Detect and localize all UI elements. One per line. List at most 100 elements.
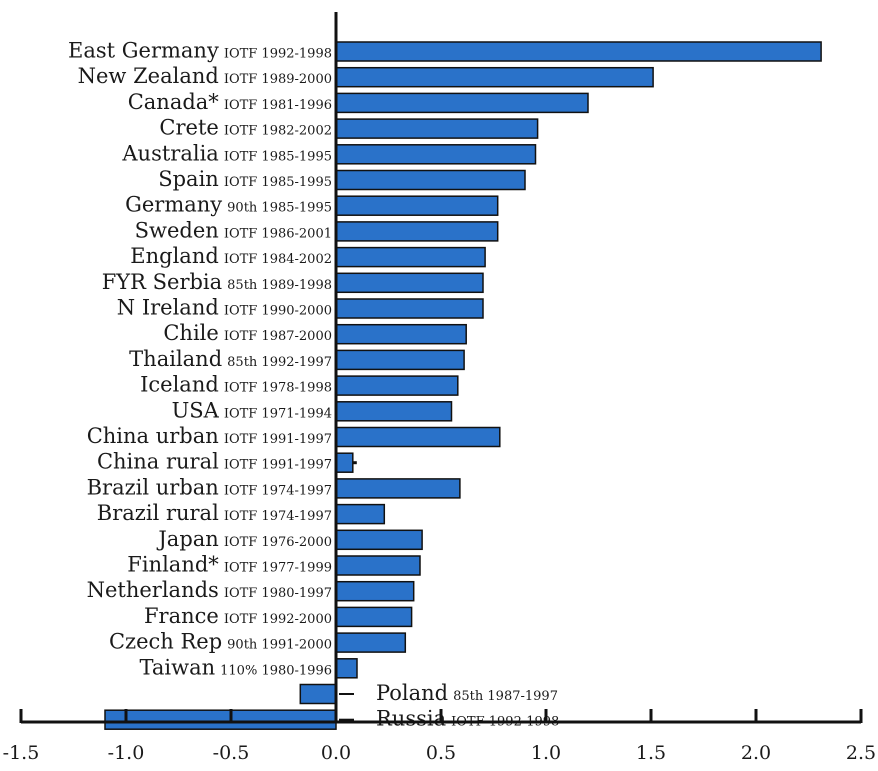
bar-usa bbox=[335, 401, 453, 422]
category-note: IOTF 1985-1995 bbox=[224, 175, 332, 190]
category-name: Czech Rep bbox=[109, 630, 222, 654]
bar-germany bbox=[335, 195, 499, 216]
bar-chile bbox=[335, 323, 467, 345]
category-note: IOTF 1976-2000 bbox=[224, 535, 332, 550]
category-label: N Ireland IOTF 1990-2000 bbox=[117, 296, 332, 320]
category-name: France bbox=[144, 604, 219, 628]
bar-new-zealand bbox=[335, 66, 654, 88]
category-name: Australia bbox=[121, 141, 218, 165]
category-note: IOTF 1977-1999 bbox=[224, 561, 332, 576]
x-tick-label: 2.0 bbox=[741, 742, 771, 764]
category-labels-group: East Germany IOTF 1992-1998 New Zealand IOT… bbox=[68, 39, 559, 731]
bar-brazil-urban bbox=[335, 478, 461, 499]
category-note: IOTF 1971-1994 bbox=[224, 406, 332, 421]
category-note: 90th 1985-1995 bbox=[227, 201, 332, 216]
category-note: 85th 1992-1997 bbox=[227, 355, 332, 370]
bar-canada bbox=[335, 92, 589, 114]
bar-fyr-serbia bbox=[335, 272, 484, 294]
category-label: Netherlands IOTF 1980-1997 bbox=[87, 578, 332, 602]
category-label: Germany 90th 1985-1995 bbox=[125, 193, 332, 217]
category-name: New Zealand bbox=[78, 64, 219, 88]
category-label: Iceland IOTF 1978-1998 bbox=[140, 373, 332, 397]
category-note: IOTF 1982-2002 bbox=[224, 124, 332, 139]
category-name: Spain bbox=[158, 167, 219, 191]
category-note: IOTF 1989-2000 bbox=[224, 72, 332, 87]
category-name: China urban bbox=[87, 424, 219, 448]
category-label: USA IOTF 1971-1994 bbox=[172, 398, 332, 422]
category-note: IOTF 1981-1996 bbox=[224, 98, 332, 113]
bar-crete bbox=[335, 118, 539, 139]
category-note: IOTF 1978-1998 bbox=[224, 381, 332, 396]
category-note: 110% 1980-1996 bbox=[220, 663, 332, 678]
category-label: China rural IOTF 1991-1997 bbox=[97, 450, 332, 474]
bar-finland bbox=[335, 555, 421, 576]
category-note: IOTF 1992-2000 bbox=[224, 612, 332, 627]
category-name: Crete bbox=[159, 116, 218, 140]
category-label: Canada* IOTF 1981-1996 bbox=[128, 90, 332, 114]
category-label: Finland* IOTF 1977-1999 bbox=[127, 553, 332, 577]
category-name: Brazil urban bbox=[87, 475, 219, 499]
x-tick-label: 0.5 bbox=[426, 742, 456, 764]
x-tick-label: -1.5 bbox=[3, 742, 40, 764]
category-note: IOTF 1984-2002 bbox=[224, 252, 332, 267]
bar-netherlands bbox=[335, 580, 415, 602]
category-label: Spain IOTF 1985-1995 bbox=[158, 167, 332, 191]
category-name: Russia bbox=[376, 707, 446, 731]
category-note: IOTF 1991-1997 bbox=[224, 432, 332, 447]
category-note: IOTF 1974-1997 bbox=[224, 509, 332, 524]
category-note: IOTF 1986-2001 bbox=[224, 226, 332, 241]
category-name: FYR Serbia bbox=[102, 270, 222, 294]
x-tick-label: 2.5 bbox=[846, 742, 876, 764]
category-label: East Germany IOTF 1992-1998 bbox=[68, 39, 332, 63]
category-note: IOTF 1974-1997 bbox=[224, 483, 332, 498]
category-label: Sweden IOTF 1986-2001 bbox=[135, 218, 332, 242]
bar-australia bbox=[335, 144, 537, 165]
category-note: 90th 1991-2000 bbox=[227, 638, 332, 653]
bar-china-rural bbox=[335, 452, 354, 473]
category-label: Japan IOTF 1976-2000 bbox=[156, 527, 332, 551]
bar-spain bbox=[335, 169, 526, 191]
category-name: China rural bbox=[97, 450, 219, 474]
category-label: Thailand 85th 1992-1997 bbox=[129, 347, 332, 371]
category-label: England IOTF 1984-2002 bbox=[130, 244, 332, 268]
bar-taiwan bbox=[335, 658, 358, 679]
x-ticks-group: -1.5 -1.0 -0.5 0.0 0.5 1.0 1.5 2.0 2.5 bbox=[3, 709, 876, 764]
x-tick-label: 1.5 bbox=[636, 742, 666, 764]
category-note: 85th 1989-1998 bbox=[227, 278, 332, 293]
category-note: IOTF 1992-1998 bbox=[224, 47, 332, 62]
bar-russia bbox=[104, 709, 337, 730]
category-name: Iceland bbox=[140, 373, 219, 397]
bar-china-urban bbox=[335, 426, 501, 448]
category-note: IOTF 1985-1995 bbox=[224, 149, 332, 164]
category-name: Taiwan bbox=[140, 655, 216, 679]
bar-east-germany bbox=[335, 41, 822, 62]
bar-thailand bbox=[335, 349, 465, 371]
x-tick-label: -0.5 bbox=[213, 742, 250, 764]
bar-sweden bbox=[335, 221, 499, 242]
category-name: England bbox=[130, 244, 219, 268]
bar-england bbox=[335, 246, 486, 268]
category-name: East Germany bbox=[68, 39, 219, 63]
category-name: Sweden bbox=[135, 218, 219, 242]
category-name: Brazil rural bbox=[97, 501, 219, 525]
category-label: France IOTF 1992-2000 bbox=[144, 604, 332, 628]
x-tick-label: 0.0 bbox=[321, 742, 351, 764]
bar-poland bbox=[299, 683, 337, 705]
category-name: Netherlands bbox=[87, 578, 219, 602]
category-label: Chile IOTF 1987-2000 bbox=[163, 321, 332, 345]
category-note: IOTF 1987-2000 bbox=[224, 329, 332, 344]
category-note: IOTF 1980-1997 bbox=[224, 586, 332, 601]
category-label: Czech Rep 90th 1991-2000 bbox=[109, 630, 332, 654]
category-name: Chile bbox=[163, 321, 218, 345]
category-label: China urban IOTF 1991-1997 bbox=[87, 424, 332, 448]
category-name: N Ireland bbox=[117, 296, 219, 320]
category-label: Brazil rural IOTF 1974-1997 bbox=[97, 501, 332, 525]
category-note: IOTF 1991-1997 bbox=[224, 458, 332, 473]
category-name: Thailand bbox=[129, 347, 222, 371]
category-name: Germany bbox=[125, 193, 222, 217]
category-label: New Zealand IOTF 1989-2000 bbox=[78, 64, 332, 88]
category-label: FYR Serbia 85th 1989-1998 bbox=[102, 270, 332, 294]
category-note: IOTF 1990-2000 bbox=[224, 304, 332, 319]
bar-czech-rep bbox=[335, 632, 407, 653]
category-name: Poland bbox=[376, 681, 448, 705]
